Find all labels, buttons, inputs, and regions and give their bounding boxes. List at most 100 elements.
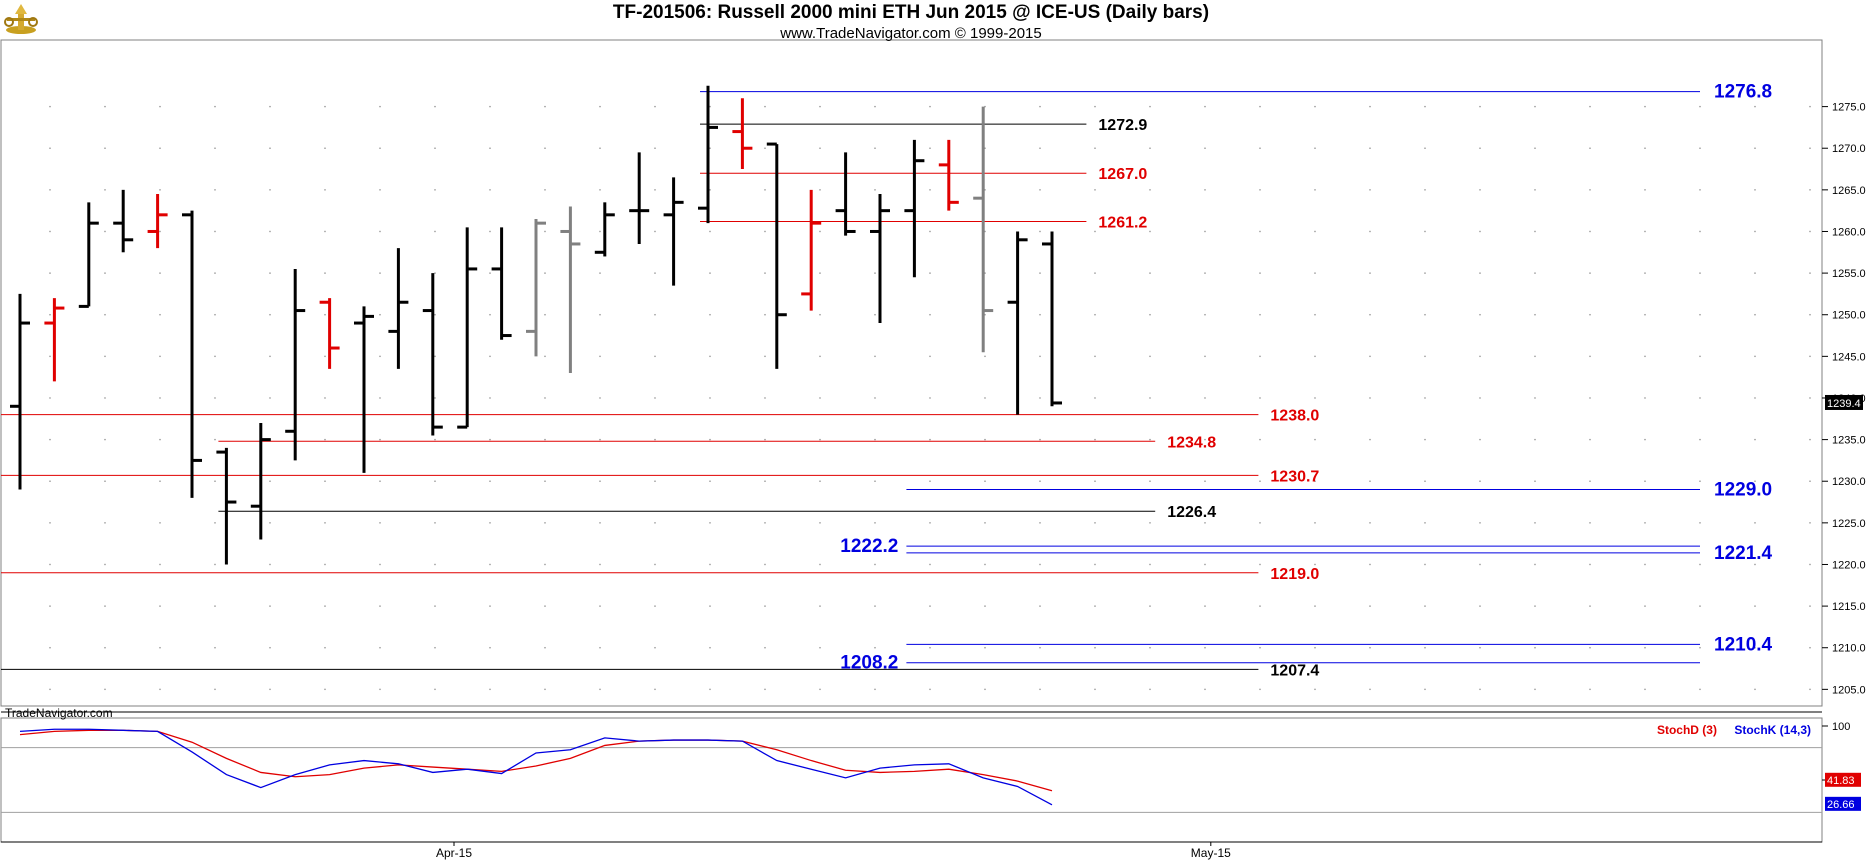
level-label: 1222.2 (840, 536, 898, 557)
indicator-last-label: 41.83 (1827, 775, 1855, 787)
grid-dot (1314, 230, 1316, 233)
grid-dot (1644, 646, 1646, 649)
grid-dot (49, 646, 51, 649)
grid-dot (1809, 563, 1811, 566)
grid-dot (1754, 230, 1756, 233)
grid-dot (1204, 646, 1206, 649)
grid-dot (1754, 355, 1756, 358)
grid-dot (1644, 105, 1646, 108)
grid-dot (434, 355, 436, 358)
grid-dot (49, 605, 51, 607)
grid-dot (1479, 563, 1481, 566)
grid-dot (214, 480, 216, 483)
grid-dot (159, 646, 161, 649)
grid-dot (1644, 313, 1646, 316)
grid-dot (1259, 230, 1261, 233)
grid-dot (159, 230, 161, 233)
grid-dot (1479, 230, 1481, 233)
grid-dot (1644, 688, 1646, 691)
grid-dot (379, 480, 381, 483)
grid-dot (819, 563, 821, 566)
grid-dot (1534, 313, 1536, 316)
grid-dot (1204, 230, 1206, 233)
grid-dot (1534, 272, 1536, 274)
grid-dot (1479, 438, 1481, 441)
grid-dot (1699, 105, 1701, 108)
grid-dot (1039, 480, 1041, 483)
x-tick-label: May-15 (1191, 846, 1231, 860)
grid-dot (324, 522, 326, 524)
grid-dot (1369, 147, 1371, 150)
grid-dot (1809, 230, 1811, 233)
grid-dot (1094, 563, 1096, 566)
grid-dot (929, 605, 931, 607)
grid-dot (434, 688, 436, 691)
grid-dot (1039, 646, 1041, 649)
grid-dot (214, 522, 216, 524)
grid-dot (1149, 313, 1151, 316)
level-label: 1207.4 (1270, 662, 1319, 679)
grid-dot (1204, 105, 1206, 108)
grid-dot (269, 313, 271, 316)
grid-dot (1754, 646, 1756, 649)
grid-dot (1699, 563, 1701, 566)
grid-dot (1589, 646, 1591, 649)
grid-dot (819, 480, 821, 483)
grid-dot (49, 480, 51, 483)
grid-dot (764, 605, 766, 607)
grid-dot (874, 438, 876, 441)
grid-dot (1809, 480, 1811, 483)
grid-dot (159, 105, 161, 108)
grid-dot (874, 189, 876, 191)
grid-dot (1039, 105, 1041, 108)
indicator-legend: StochD (3) StochK (14,3) (1657, 723, 1811, 737)
grid-dot (489, 105, 491, 108)
grid-dot (1589, 397, 1591, 399)
grid-dot (1534, 563, 1536, 566)
level-label: 1210.4 (1714, 634, 1773, 655)
grid-dot (1314, 397, 1316, 399)
grid-dot (874, 480, 876, 483)
grid-dot (1699, 688, 1701, 691)
indicator-panel-frame (0, 717, 1823, 843)
grid-dot (599, 688, 601, 691)
grid-dot (324, 688, 326, 691)
grid-dot (324, 230, 326, 233)
grid-dot (1204, 563, 1206, 566)
grid-dot (269, 189, 271, 191)
grid-dot (214, 105, 216, 108)
grid-dot (1369, 438, 1371, 441)
grid-dot (1259, 272, 1261, 274)
grid-dot (1369, 272, 1371, 274)
grid-dot (1589, 230, 1591, 233)
grid-dot (1149, 105, 1151, 108)
grid-dot (1259, 688, 1261, 691)
grid-dot (1534, 105, 1536, 108)
grid-dot (1644, 480, 1646, 483)
grid-dot (1479, 397, 1481, 399)
grid-dot (874, 397, 876, 399)
indicator-y-tick-label: 100 (1832, 721, 1850, 733)
grid-dot (709, 480, 711, 483)
grid-dot (709, 438, 711, 441)
grid-dot (324, 563, 326, 566)
grid-dot (1314, 522, 1316, 524)
grid-dot (709, 522, 711, 524)
grid-dot (984, 605, 986, 607)
grid-dot (379, 397, 381, 399)
grid-dot (819, 147, 821, 150)
grid-dot (489, 522, 491, 524)
grid-dot (1589, 105, 1591, 108)
grid-dot (1314, 272, 1316, 274)
grid-dot (159, 605, 161, 607)
grid-dot (104, 688, 106, 691)
grid-dot (159, 397, 161, 399)
grid-dot (159, 563, 161, 566)
grid-dot (654, 397, 656, 399)
grid-dot (379, 563, 381, 566)
grid-dot (1589, 313, 1591, 316)
y-tick-label: 1230.0 (1832, 476, 1866, 488)
grid-dot (654, 147, 656, 150)
grid-dot (214, 646, 216, 649)
level-label: 1261.2 (1098, 214, 1147, 231)
